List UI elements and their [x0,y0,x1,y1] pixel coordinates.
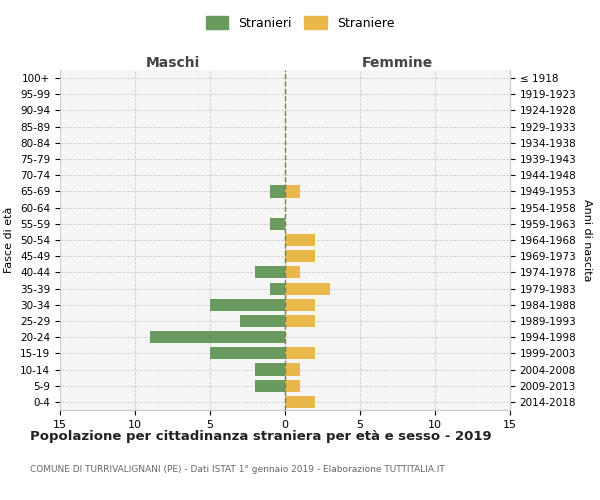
Bar [285,186,300,198]
Bar [270,218,285,230]
Text: Popolazione per cittadinanza straniera per età e sesso - 2019: Popolazione per cittadinanza straniera p… [30,430,491,443]
Text: Maschi: Maschi [145,56,200,70]
Bar [285,364,300,376]
Bar [285,282,330,294]
Y-axis label: Anni di nascita: Anni di nascita [582,198,592,281]
Bar [285,396,315,408]
Legend: Stranieri, Straniere: Stranieri, Straniere [201,11,399,35]
Bar [270,282,285,294]
Bar [285,348,315,360]
Bar [285,234,315,246]
Bar [240,315,285,327]
Bar [210,348,285,360]
Text: Femmine: Femmine [362,56,433,70]
Text: COMUNE DI TURRIVALIGNANI (PE) - Dati ISTAT 1° gennaio 2019 - Elaborazione TUTTIT: COMUNE DI TURRIVALIGNANI (PE) - Dati IST… [30,465,445,474]
Bar [285,266,300,278]
Bar [210,298,285,311]
Bar [255,364,285,376]
Bar [150,331,285,343]
Bar [285,315,315,327]
Bar [285,298,315,311]
Bar [285,380,300,392]
Bar [255,266,285,278]
Y-axis label: Fasce di età: Fasce di età [4,207,14,273]
Bar [285,250,315,262]
Bar [270,186,285,198]
Bar [255,380,285,392]
